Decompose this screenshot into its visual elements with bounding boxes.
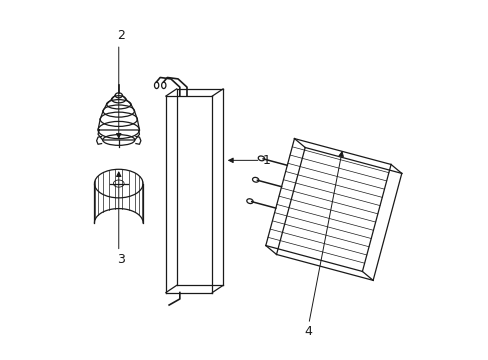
Text: 1: 1 xyxy=(262,154,270,167)
Text: 2: 2 xyxy=(117,30,125,42)
Text: 4: 4 xyxy=(304,325,312,338)
Text: 3: 3 xyxy=(117,253,125,266)
